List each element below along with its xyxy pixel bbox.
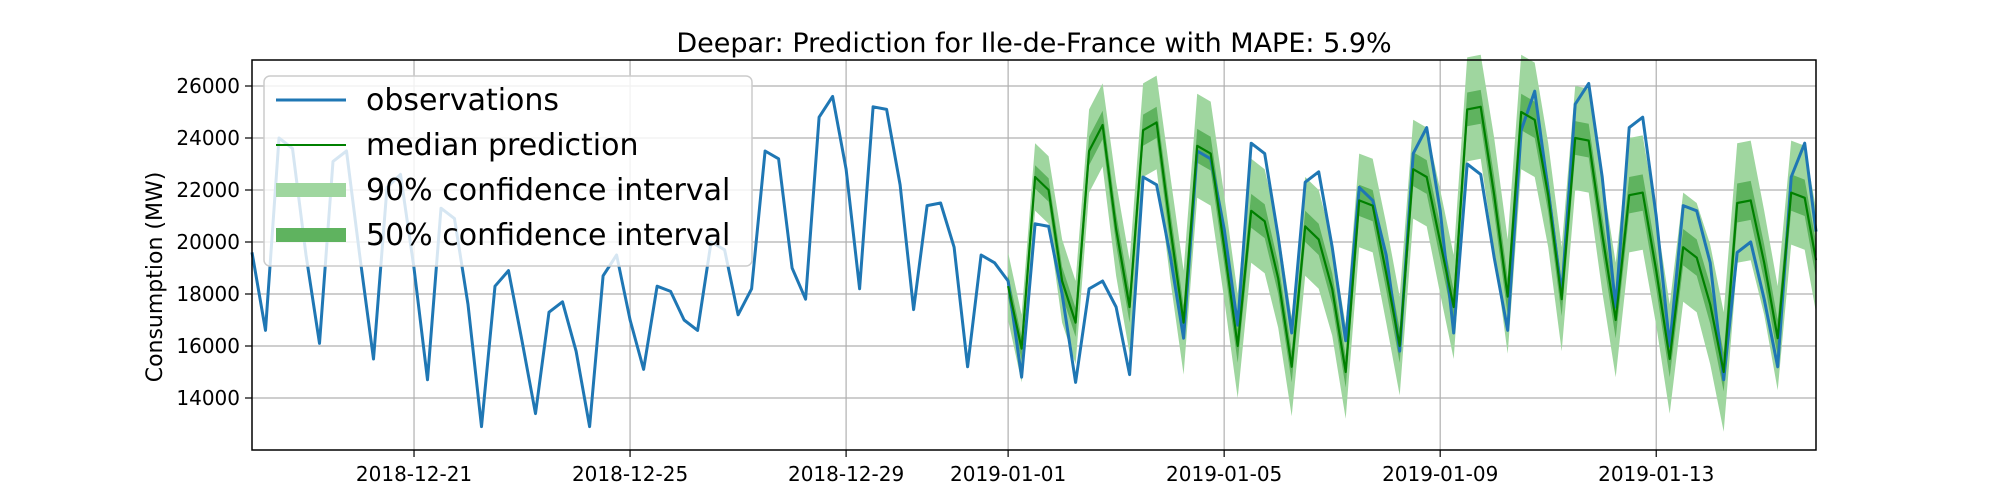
x-tick-label: 2019-01-09 <box>1382 462 1498 486</box>
tick-labels: 14000 16000 18000 20000 22000 24000 26000 2018-… <box>176 74 1714 486</box>
legend-swatch-ci90 <box>276 183 346 197</box>
y-tick-label: 22000 <box>176 178 240 202</box>
legend: observations median prediction 90% confi… <box>263 75 753 267</box>
x-tick-label: 2019-01-13 <box>1598 462 1714 486</box>
y-axis-label: Consumption (MW) <box>143 172 168 383</box>
axes <box>245 59 1817 457</box>
median-prediction-line <box>1007 105 1818 374</box>
x-tick-label: 2019-01-01 <box>950 462 1066 486</box>
y-tick-label: 20000 <box>176 230 240 254</box>
x-tick-label: 2018-12-29 <box>788 462 904 486</box>
legend-swatch-ci50 <box>276 228 346 242</box>
x-tick-label: 2018-12-25 <box>572 462 688 486</box>
legend-label-median: median prediction <box>366 128 639 163</box>
y-tick-label: 26000 <box>176 74 240 98</box>
x-tick-label: 2018-12-21 <box>356 462 472 486</box>
legend-frame <box>263 75 753 267</box>
y-tick-label: 16000 <box>176 334 240 358</box>
legend-label-ci90: 90% confidence interval <box>366 173 730 208</box>
legend-label-ci50: 50% confidence interval <box>366 218 730 253</box>
legend-label-observations: observations <box>366 83 559 118</box>
chart-title: Deepar: Prediction for Ile-de-France wit… <box>676 28 1391 59</box>
y-tick-label: 24000 <box>176 126 240 150</box>
y-tick-label: 18000 <box>176 282 240 306</box>
y-tick-label: 14000 <box>176 386 240 410</box>
x-tick-label: 2019-01-05 <box>1166 462 1282 486</box>
median-layer <box>1007 105 1818 374</box>
plot-frame <box>251 59 1817 451</box>
